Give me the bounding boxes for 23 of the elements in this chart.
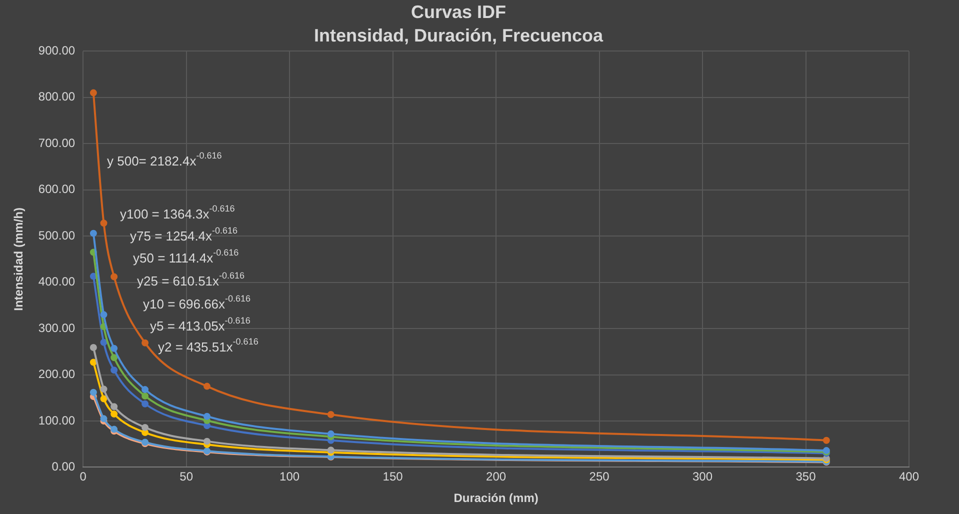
x-tick-label: 300 — [692, 470, 713, 484]
y-axis-title: Intensidad (mm/h) — [12, 208, 26, 311]
y-tick-label: 0.00 — [52, 460, 76, 474]
x-tick-label: 0 — [80, 470, 87, 484]
y-tick-label: 700.00 — [38, 136, 76, 150]
y-tick-label: 200.00 — [38, 367, 76, 382]
y-tick-label: 500.00 — [38, 228, 76, 242]
x-tick-label: 100 — [280, 470, 300, 484]
y-tick-label: 800.00 — [38, 90, 76, 104]
x-axis-title: Duración (mm) — [454, 491, 538, 506]
y-tick-label: 400.00 — [38, 274, 76, 289]
x-tick-label: 400 — [898, 470, 920, 484]
x-tick-label: 50 — [180, 470, 194, 484]
y-tick-label: 100.00 — [38, 413, 76, 428]
y-tick-label: 900.00 — [38, 44, 76, 58]
x-tick-label: 150 — [382, 470, 404, 484]
y-tick-label: 600.00 — [38, 182, 76, 196]
y-tick-label: 300.00 — [38, 320, 76, 335]
x-tick-label: 250 — [589, 470, 610, 484]
x-tick-label: 200 — [486, 470, 506, 484]
chart-subtitle: Intensidad, Duración, Frecuencoa — [314, 25, 604, 46]
x-tick-label: 350 — [796, 470, 816, 484]
chart-title: Curvas IDF — [410, 2, 506, 22]
